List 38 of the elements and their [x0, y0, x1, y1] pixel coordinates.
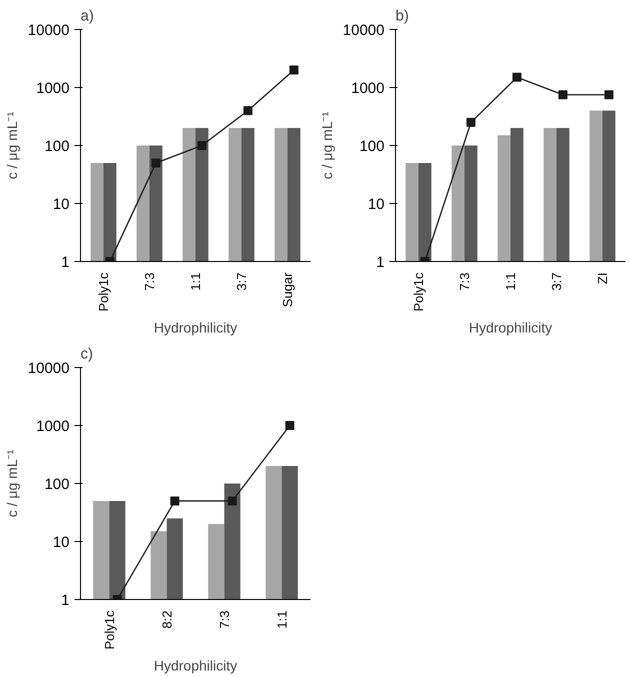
- y-tick-label: 1000: [36, 80, 70, 97]
- y-tick-label: 1000: [36, 418, 70, 435]
- y-tick-label: 10: [52, 534, 70, 551]
- y-tick-label: 100: [44, 476, 70, 493]
- y-tick-label: 10000: [342, 22, 385, 39]
- x-axis-title: Hydrophilicity: [154, 320, 238, 336]
- y-tick-label: 1000: [351, 80, 385, 97]
- x-tick-label: Sugar: [280, 272, 295, 308]
- y-tick-label: 10000: [28, 22, 70, 39]
- y-tick-label: 1: [376, 254, 384, 271]
- y-tick-label: 100: [359, 138, 385, 155]
- y-axis-title: c / μg mL⁻¹: [4, 111, 20, 180]
- y-tick-label: 10: [368, 196, 385, 213]
- y-tick-label: 10: [52, 196, 70, 213]
- x-tick-label: 7:3: [142, 272, 157, 291]
- y-tick-label: 1: [61, 254, 70, 271]
- x-tick-label: 7:3: [216, 610, 232, 629]
- chart-title: a): [80, 8, 94, 24]
- x-tick-label: 7:3: [457, 272, 472, 291]
- x-tick-label: 1:1: [188, 272, 203, 291]
- y-tick-label: 10000: [28, 360, 70, 377]
- x-tick-label: 1:1: [274, 610, 290, 629]
- x-tick-label: 1:1: [503, 272, 518, 291]
- x-axis-title: Hydrophilicity: [468, 320, 552, 336]
- chart-title: c): [80, 346, 93, 362]
- x-tick-label: 8:2: [159, 610, 174, 629]
- x-tick-label: Poly1c: [102, 610, 117, 650]
- x-tick-label: 3:7: [234, 272, 249, 291]
- y-tick-label: 1: [61, 592, 70, 609]
- x-axis-title: Hydrophilicity: [154, 658, 238, 674]
- y-axis-title: c / μg mL⁻¹: [4, 449, 20, 518]
- x-tick-label: Poly1c: [96, 272, 111, 312]
- y-axis-title: c / μg mL⁻¹: [318, 111, 335, 180]
- x-tick-label: 3:7: [549, 272, 564, 291]
- y-tick-label: 100: [44, 138, 70, 155]
- chart-title: b): [396, 8, 409, 24]
- x-tick-label: ZI: [595, 272, 610, 284]
- x-tick-label: Poly1c: [411, 272, 426, 312]
